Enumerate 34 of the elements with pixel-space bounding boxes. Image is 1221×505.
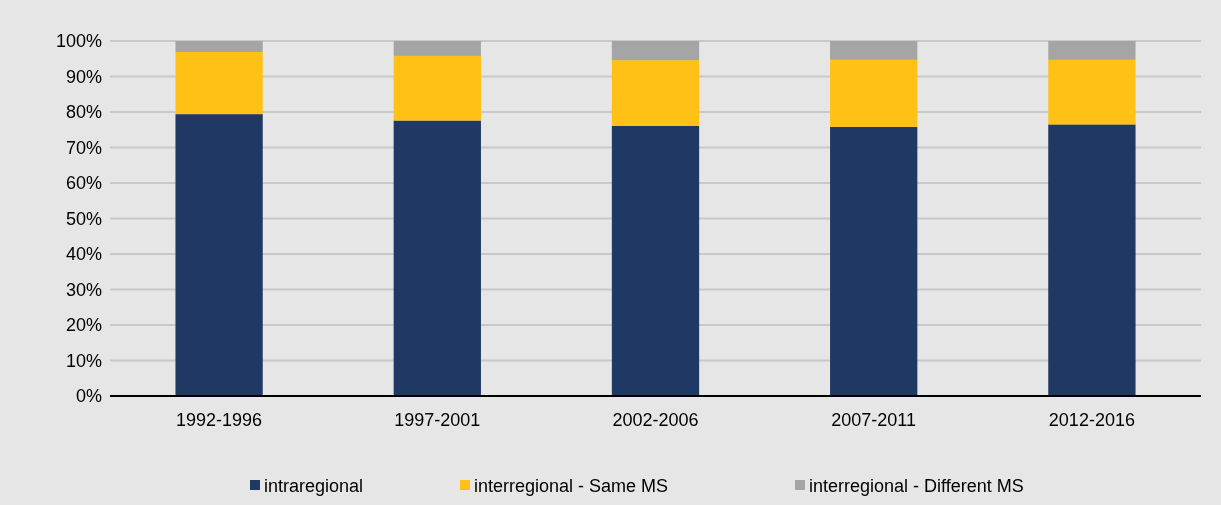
bar: [175, 52, 263, 115]
y-tick-label: 90%: [65, 66, 102, 87]
x-tick-label: 1992-1996: [176, 410, 263, 430]
y-tick-label: 30%: [65, 279, 102, 300]
y-tick-label: 80%: [65, 102, 102, 123]
y-tick-label: 40%: [65, 244, 102, 265]
bar: [830, 59, 918, 127]
bar: [175, 114, 263, 396]
bar: [830, 126, 918, 396]
bar: [1048, 59, 1136, 125]
y-tick-label: 100%: [55, 31, 102, 52]
y-tick-label: 60%: [65, 173, 102, 194]
bar: [1048, 124, 1136, 396]
bar: [175, 41, 263, 53]
legend-label: intraregional: [264, 476, 364, 496]
y-tick-label: 50%: [65, 208, 102, 229]
bar: [611, 41, 700, 61]
bar: [393, 41, 481, 56]
bar: [393, 55, 481, 121]
bar: [830, 41, 918, 60]
y-tick-label: 10%: [65, 350, 102, 371]
bar: [611, 125, 700, 396]
bar: [611, 60, 700, 126]
x-tick-label: 1997-2001: [394, 410, 481, 430]
y-tick-label: 70%: [65, 137, 102, 158]
legend-label: interregional - Same MS: [474, 476, 669, 496]
x-tick-label: 2012-2016: [1048, 410, 1135, 430]
bar: [1048, 41, 1136, 60]
legend-label: interregional - Different MS: [809, 476, 1024, 496]
y-tick-label: 20%: [65, 315, 102, 336]
y-tick-label: 0%: [75, 386, 102, 407]
x-tick-label: 2002-2006: [612, 410, 699, 430]
x-tick-label: 2007-2011: [831, 410, 917, 430]
bar: [393, 120, 481, 396]
